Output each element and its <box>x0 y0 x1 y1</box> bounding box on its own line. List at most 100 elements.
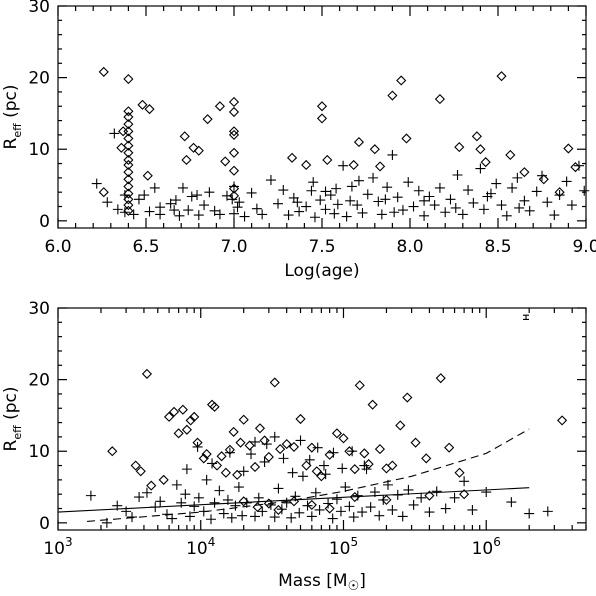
diamond-marker <box>316 101 328 112</box>
diamond-marker <box>454 141 465 153</box>
diamond-marker <box>244 440 255 451</box>
diamond-marker <box>557 415 568 426</box>
plus-marker <box>566 200 577 211</box>
plus-marker <box>278 453 289 464</box>
plus-marker <box>380 194 391 205</box>
plus-marker <box>374 510 385 521</box>
diamond-marker <box>188 142 199 153</box>
diamond-marker <box>396 75 407 86</box>
diamond-marker <box>269 377 280 388</box>
diamond-marker <box>338 433 349 444</box>
x-tick-label: 104 <box>186 535 215 559</box>
diamond-marker <box>359 448 370 459</box>
y-tick-label: 20 <box>28 69 50 89</box>
diamond-marker <box>369 144 380 155</box>
plus-marker <box>161 509 172 520</box>
plus-marker <box>297 471 308 482</box>
plus-marker <box>239 211 250 222</box>
diamond-marker <box>374 443 386 455</box>
plus-marker <box>269 431 280 442</box>
plus-marker <box>257 506 268 517</box>
plus-marker <box>353 175 364 186</box>
diamond-marker <box>123 147 134 158</box>
diamond-marker <box>249 461 261 473</box>
plus-marker <box>119 207 130 218</box>
diamond-marker <box>363 459 374 470</box>
plus-marker <box>238 466 249 477</box>
diamond-marker <box>454 467 465 478</box>
plus-marker <box>150 502 161 513</box>
x-tick-label: 6.0 <box>44 237 71 257</box>
plus-marker <box>376 209 387 220</box>
plus-marker <box>424 507 435 518</box>
plus-marker <box>457 209 468 220</box>
plus-marker <box>549 210 560 221</box>
plus-marker <box>368 172 379 183</box>
plus-marker <box>440 503 451 514</box>
plus-marker <box>332 199 343 210</box>
plus-marker <box>327 513 338 524</box>
diamond-marker <box>123 181 134 192</box>
plus-marker <box>265 175 276 186</box>
diamond-marker <box>118 126 129 137</box>
diamond-marker <box>324 449 335 460</box>
plus-marker <box>273 198 283 209</box>
plus-marker <box>257 209 268 220</box>
diamond-marker <box>238 414 249 425</box>
plus-marker <box>542 197 553 208</box>
plus-marker <box>542 506 553 517</box>
plus-marker <box>222 494 233 505</box>
plus-marker <box>315 195 326 206</box>
plus-marker <box>387 149 398 160</box>
fit-lines-bottom <box>57 428 530 522</box>
plus-marker <box>141 487 152 498</box>
y-tick-label: 10 <box>28 140 50 160</box>
plus-marker <box>204 187 215 198</box>
plus-marker <box>382 479 393 490</box>
plus-marker <box>345 195 356 206</box>
plus-marker <box>281 497 292 508</box>
diamond-marker <box>295 413 306 425</box>
plus-marker <box>419 195 430 206</box>
plus-marker <box>389 207 400 218</box>
plus-marker <box>304 454 315 465</box>
plus-marker <box>314 504 325 515</box>
diamond-marker <box>331 428 343 439</box>
diamond-marker <box>220 156 231 167</box>
diamond-marker <box>381 463 392 474</box>
y-ticks-bottom: 0 10 20 30 <box>28 299 586 534</box>
plot-frame-bottom <box>57 307 587 531</box>
plus-marker <box>290 491 301 502</box>
diamond-marker <box>434 94 445 105</box>
plus-marker <box>201 474 212 485</box>
plus-marker <box>478 204 489 215</box>
diamond-marker <box>228 129 240 140</box>
plus-marker <box>128 209 139 220</box>
plus-marker <box>357 507 368 518</box>
plus-marker <box>292 197 303 208</box>
plus-marker <box>337 463 348 474</box>
x-ticks-bottom: 103 104 105 106 <box>43 308 587 559</box>
diamond-marker <box>202 114 213 125</box>
plus-marker <box>496 200 507 211</box>
plus-marker <box>467 504 478 515</box>
plus-marker <box>207 458 218 469</box>
plus-marker <box>155 496 166 507</box>
diamond-marker <box>123 119 134 130</box>
plus-marker <box>206 514 217 525</box>
diamond-marker <box>301 159 312 171</box>
plus-marker <box>514 202 525 213</box>
plus-marker <box>193 210 204 221</box>
diamond-marker <box>220 467 231 478</box>
plus-marker <box>413 185 424 196</box>
plus-marker <box>323 498 334 509</box>
plus-marker <box>170 195 181 206</box>
plus-marker <box>537 170 547 181</box>
diamond-marker <box>316 113 328 124</box>
diamond-marker <box>275 443 286 455</box>
plus-marker <box>286 512 297 523</box>
diamond-marker <box>480 157 491 168</box>
plus-marker <box>392 192 403 203</box>
plus-marker <box>449 492 460 503</box>
diamond-marker <box>311 466 322 477</box>
